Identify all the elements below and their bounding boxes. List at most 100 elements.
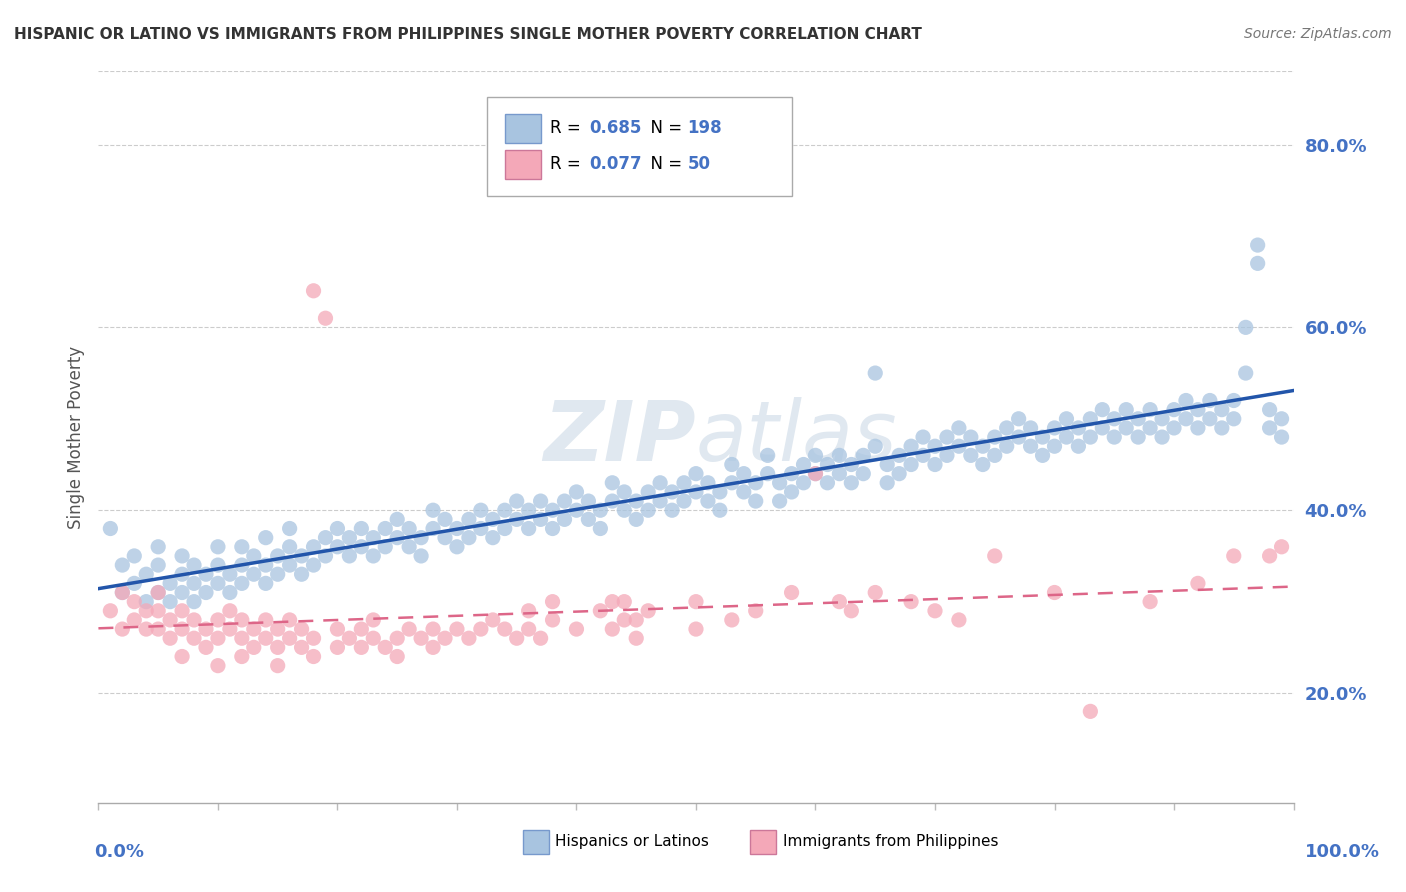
Point: [517, 503, 540, 517]
Point: [1258, 421, 1281, 435]
Point: [685, 622, 707, 636]
Point: [398, 622, 420, 636]
Point: [195, 640, 218, 655]
Point: [768, 494, 790, 508]
Point: [506, 494, 529, 508]
Point: [995, 421, 1018, 435]
Point: [1032, 430, 1054, 444]
Point: [936, 430, 959, 444]
Point: [195, 622, 218, 636]
Point: [481, 531, 505, 545]
Point: [697, 494, 720, 508]
Point: [339, 632, 361, 646]
Point: [756, 467, 779, 481]
Point: [1104, 430, 1126, 444]
Point: [865, 439, 887, 453]
Point: [326, 521, 349, 535]
Point: [385, 512, 409, 526]
Bar: [749, 830, 776, 854]
Point: [458, 531, 481, 545]
Text: atlas: atlas: [696, 397, 897, 477]
Point: [565, 503, 588, 517]
Point: [1043, 585, 1066, 599]
Point: [422, 640, 444, 655]
Point: [291, 622, 314, 636]
Point: [291, 640, 314, 655]
Point: [350, 640, 373, 655]
Point: [602, 475, 624, 490]
Point: [302, 649, 325, 664]
Point: [243, 622, 266, 636]
Point: [1223, 393, 1246, 408]
Point: [374, 640, 396, 655]
Point: [1128, 430, 1150, 444]
Point: [385, 649, 409, 664]
Point: [1163, 402, 1185, 417]
Point: [195, 567, 218, 582]
Point: [159, 632, 181, 646]
Point: [1247, 256, 1270, 270]
Text: Hispanics or Latinos: Hispanics or Latinos: [555, 834, 709, 849]
Point: [565, 485, 588, 500]
Point: [1271, 412, 1294, 426]
Point: [530, 494, 553, 508]
Point: [517, 604, 540, 618]
Point: [172, 585, 194, 599]
Point: [578, 512, 600, 526]
Point: [124, 576, 146, 591]
Point: [494, 503, 516, 517]
Point: [911, 430, 934, 444]
Point: [1080, 412, 1102, 426]
Text: 0.077: 0.077: [589, 155, 643, 173]
Point: [363, 549, 385, 563]
Point: [865, 585, 887, 599]
Point: [948, 439, 970, 453]
Point: [780, 485, 803, 500]
Bar: [523, 830, 548, 854]
Point: [1008, 412, 1031, 426]
Point: [626, 512, 648, 526]
Point: [780, 467, 803, 481]
Point: [1175, 412, 1198, 426]
Point: [481, 512, 505, 526]
Point: [578, 494, 600, 508]
Point: [315, 531, 337, 545]
Point: [1187, 421, 1209, 435]
Point: [374, 521, 396, 535]
Point: [911, 448, 934, 462]
Point: [135, 604, 157, 618]
Point: [278, 558, 301, 573]
Point: [841, 458, 863, 472]
Point: [673, 475, 696, 490]
Point: [398, 521, 420, 535]
Point: [1271, 540, 1294, 554]
Point: [148, 585, 170, 599]
Point: [411, 632, 433, 646]
Point: [219, 585, 242, 599]
Y-axis label: Single Mother Poverty: Single Mother Poverty: [66, 345, 84, 529]
Point: [326, 640, 349, 655]
Point: [1139, 594, 1161, 608]
Point: [470, 521, 492, 535]
Point: [972, 458, 994, 472]
Point: [254, 613, 277, 627]
Point: [374, 540, 396, 554]
Point: [422, 503, 444, 517]
Text: 198: 198: [688, 120, 723, 137]
Point: [972, 439, 994, 453]
Point: [231, 613, 253, 627]
Point: [207, 632, 229, 646]
Point: [148, 558, 170, 573]
Point: [613, 503, 636, 517]
Point: [745, 604, 768, 618]
Text: N =: N =: [640, 120, 688, 137]
Point: [326, 622, 349, 636]
Point: [637, 604, 659, 618]
Point: [1080, 430, 1102, 444]
Point: [494, 622, 516, 636]
Point: [876, 458, 898, 472]
Point: [1234, 366, 1257, 380]
Point: [183, 613, 205, 627]
Point: [841, 604, 863, 618]
Point: [828, 467, 851, 481]
